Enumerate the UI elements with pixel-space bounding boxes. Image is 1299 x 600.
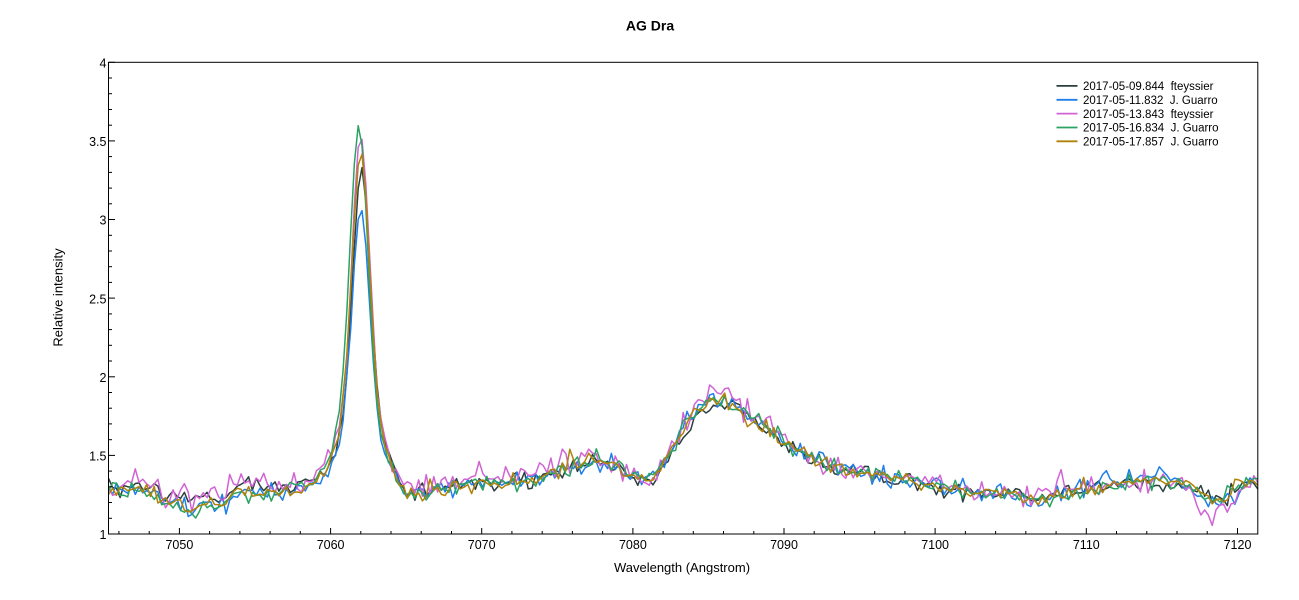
svg-text:7100: 7100	[921, 538, 949, 552]
svg-text:2.5: 2.5	[89, 292, 106, 306]
svg-text:2017-05-16.834 J. Guarro: 2017-05-16.834 J. Guarro	[1083, 123, 1219, 135]
svg-text:Relative intensity: Relative intensity	[51, 248, 66, 347]
svg-text:4: 4	[100, 57, 107, 71]
svg-text:1.5: 1.5	[89, 450, 106, 464]
svg-text:AG Dra: AG Dra	[626, 17, 674, 33]
svg-text:3: 3	[100, 214, 107, 228]
svg-text:7050: 7050	[165, 538, 193, 552]
svg-text:7060: 7060	[317, 538, 345, 552]
svg-text:7120: 7120	[1224, 538, 1252, 552]
svg-text:2017-05-09.844 fteyssier: 2017-05-09.844 fteyssier	[1083, 81, 1214, 93]
svg-text:2017-05-13.843 fteyssier: 2017-05-13.843 fteyssier	[1083, 109, 1214, 121]
svg-text:7080: 7080	[619, 538, 647, 552]
svg-text:2017-05-17.857 J. Guarro: 2017-05-17.857 J. Guarro	[1083, 137, 1219, 149]
svg-text:Wavelength (Angstrom): Wavelength (Angstrom)	[614, 560, 750, 575]
svg-text:3.5: 3.5	[89, 135, 106, 149]
svg-text:2017-05-11.832 J. Guarro: 2017-05-11.832 J. Guarro	[1083, 95, 1218, 107]
svg-text:1: 1	[100, 528, 107, 542]
svg-text:7070: 7070	[468, 538, 496, 552]
svg-text:2: 2	[100, 371, 107, 385]
svg-text:7090: 7090	[770, 538, 798, 552]
svg-text:7110: 7110	[1073, 538, 1100, 552]
